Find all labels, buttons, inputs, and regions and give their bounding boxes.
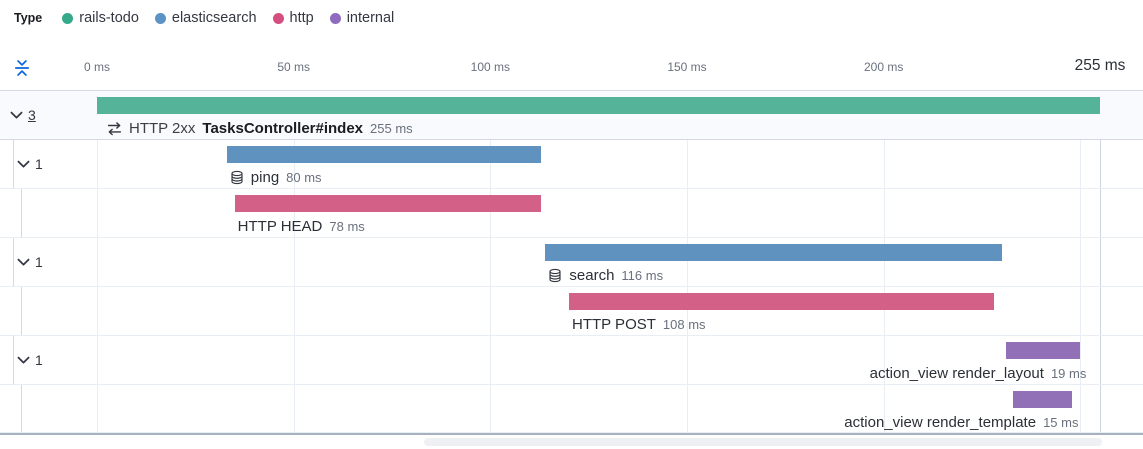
axis-total-duration-label: 255 ms bbox=[1074, 57, 1126, 74]
legend-item-label: rails-todo bbox=[79, 10, 139, 26]
span-bar[interactable] bbox=[234, 195, 542, 212]
legend-item-internal[interactable]: internal bbox=[329, 10, 395, 26]
legend-item-rails-todo[interactable]: rails-todo bbox=[62, 10, 139, 26]
chevron-down-icon bbox=[17, 258, 30, 267]
span-bar[interactable] bbox=[1005, 342, 1081, 359]
children-toggle-button[interactable]: 3 bbox=[10, 108, 36, 122]
span-bar[interactable] bbox=[545, 244, 1002, 261]
item-duration: 108 ms bbox=[662, 316, 706, 332]
trace-end-gridline bbox=[1100, 90, 1101, 433]
legend-dot-icon bbox=[154, 12, 166, 24]
span-row-http-post: HTTP POST 108 ms bbox=[0, 287, 1143, 336]
gridline bbox=[293, 90, 295, 433]
legend-item-elasticsearch[interactable]: elasticsearch bbox=[154, 10, 257, 26]
merge-icon bbox=[107, 121, 122, 136]
gridline bbox=[97, 90, 98, 433]
chart-bottom-border bbox=[0, 433, 1143, 435]
item-name: action_view render_template bbox=[844, 413, 1037, 431]
fold-icon bbox=[13, 58, 31, 78]
transaction-bar[interactable] bbox=[97, 97, 1100, 114]
children-toggle-button[interactable]: 1 bbox=[17, 353, 43, 367]
children-toggle-button[interactable]: 1 bbox=[17, 255, 43, 269]
chevron-down-icon bbox=[10, 111, 23, 120]
span-row-search: 1 search 116 ms bbox=[0, 238, 1143, 287]
children-count: 1 bbox=[35, 156, 43, 172]
item-name: HTTP HEAD bbox=[237, 217, 323, 235]
legend-dot-icon bbox=[329, 12, 341, 24]
bar-label[interactable]: ping 80 ms bbox=[230, 167, 322, 187]
span-bar[interactable] bbox=[226, 146, 542, 163]
legend-dot-icon bbox=[62, 12, 74, 24]
span-row-http-head: HTTP HEAD 78 ms bbox=[0, 189, 1143, 238]
span-bar[interactable] bbox=[1013, 391, 1073, 408]
item-duration: 15 ms bbox=[1043, 414, 1079, 430]
legend-item-label: elasticsearch bbox=[171, 10, 257, 26]
gridline bbox=[687, 90, 688, 433]
axis-tick-label: 150 ms bbox=[667, 60, 707, 74]
bar-label[interactable]: action_view render_layout 19 ms bbox=[870, 363, 1087, 383]
horizontal-scrollbar-thumb[interactable] bbox=[424, 438, 1102, 446]
axis-tick-label: 50 ms bbox=[277, 60, 310, 74]
gridline bbox=[883, 90, 885, 433]
indent-guide bbox=[13, 140, 14, 188]
axis-tick-label: 0 ms bbox=[83, 60, 111, 74]
children-count: 1 bbox=[35, 352, 43, 368]
item-name: ping bbox=[250, 168, 280, 186]
item-duration: 78 ms bbox=[329, 218, 365, 234]
indent-guide bbox=[13, 238, 14, 286]
result-label: HTTP 2xx bbox=[129, 119, 196, 137]
legend-item-label: http bbox=[289, 10, 314, 26]
database-icon bbox=[230, 170, 244, 185]
chevron-down-icon bbox=[17, 356, 30, 365]
indent-guide bbox=[21, 385, 22, 432]
legend-item-http[interactable]: http bbox=[272, 10, 314, 26]
collapse-all-button[interactable] bbox=[13, 58, 33, 78]
axis-tick-label: 200 ms bbox=[863, 60, 904, 74]
axis-tick-label: 100 ms bbox=[470, 60, 511, 74]
indent-guide bbox=[21, 287, 22, 335]
gridline bbox=[1080, 90, 1082, 433]
indent-guide bbox=[21, 189, 22, 237]
children-toggle-button[interactable]: 1 bbox=[17, 157, 43, 171]
indent-guide bbox=[13, 336, 14, 384]
span-bar[interactable] bbox=[569, 293, 994, 310]
legend-dot-icon bbox=[272, 12, 284, 24]
item-duration: 80 ms bbox=[286, 169, 322, 185]
item-duration: 255 ms bbox=[370, 120, 413, 136]
item-duration: 19 ms bbox=[1050, 365, 1087, 381]
bar-label[interactable]: HTTP HEAD 78 ms bbox=[238, 216, 365, 236]
span-row-action-view-render-template: action_view render_template 15 ms bbox=[0, 385, 1143, 433]
item-duration: 116 ms bbox=[621, 267, 664, 283]
chevron-down-icon bbox=[17, 160, 30, 169]
type-legend: Type rails-todo elasticsearch http internal bbox=[14, 10, 394, 26]
transaction-row-taskscontroller-index: 3 HTTP 2xx TasksController#index 255 ms bbox=[0, 90, 1143, 140]
item-name: TasksController#index bbox=[202, 119, 364, 137]
bar-label[interactable]: HTTP 2xx TasksController#index 255 ms bbox=[107, 118, 413, 138]
item-name: search bbox=[569, 266, 615, 284]
item-name: HTTP POST bbox=[572, 315, 656, 333]
children-count: 1 bbox=[35, 254, 43, 270]
legend-item-label: internal bbox=[346, 10, 395, 26]
item-name: action_view render_layout bbox=[869, 364, 1044, 382]
bar-label[interactable]: action_view render_template 15 ms bbox=[844, 412, 1078, 432]
span-row-ping: 1 ping 80 ms bbox=[0, 140, 1143, 189]
bar-label[interactable]: HTTP POST 108 ms bbox=[572, 314, 706, 334]
waterfall-rows: 3 HTTP 2xx TasksController#index 255 ms 1 pin… bbox=[0, 90, 1143, 433]
gridline bbox=[490, 90, 492, 433]
database-icon bbox=[548, 268, 562, 283]
bar-label[interactable]: search 116 ms bbox=[548, 265, 663, 285]
legend-title: Type bbox=[14, 11, 43, 25]
legend-items: rails-todo elasticsearch http internal bbox=[62, 10, 394, 26]
span-row-action-view-render-layout: 1 action_view render_layout 19 ms bbox=[0, 336, 1143, 385]
children-count: 3 bbox=[28, 107, 36, 123]
